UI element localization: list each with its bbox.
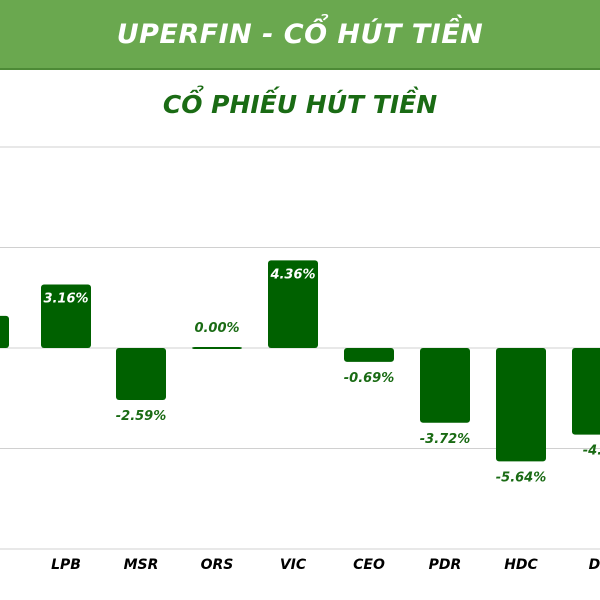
x-tick-label-hdc: HDC	[504, 557, 538, 573]
header-title: UPERFIN - CỔ HÚT TIỀN	[116, 18, 484, 50]
x-tick-label-di: DI	[589, 557, 600, 573]
data-label-ceo: -0.69%	[344, 371, 395, 386]
data-label-hdc: -5.64%	[496, 470, 547, 485]
x-tick-label-pdr: PDR	[429, 557, 462, 573]
bar-hdc	[496, 348, 546, 462]
data-label-vic: 4.36%	[269, 267, 315, 282]
data-label-pdr: -3.72%	[420, 432, 471, 447]
header-banner: UPERFIN - CỔ HÚT TIỀN	[0, 0, 600, 70]
chart-title: CỔ PHIẾU HÚT TIỀN	[162, 90, 438, 119]
bar-lpb	[41, 284, 91, 348]
data-label-lpb: 3.16%	[43, 291, 88, 306]
x-tick-label-msr: MSR	[124, 557, 159, 573]
chart-area: %E3.16%LPB-2.59%MSR0.00%ORS4.36%VIC-0.69…	[0, 72, 600, 600]
bar-ceo	[344, 348, 394, 362]
x-tick-label-ceo: CEO	[353, 557, 385, 573]
data-label-msr: -2.59%	[116, 409, 167, 424]
x-tick-label-vic: VIC	[280, 557, 307, 573]
x-tick-label-ors: ORS	[201, 557, 234, 573]
data-label-di: -4.3	[583, 444, 600, 459]
bar-chart: %E3.16%LPB-2.59%MSR0.00%ORS4.36%VIC-0.69…	[0, 146, 600, 573]
bar-pdr	[420, 348, 470, 423]
bar-e	[0, 315, 9, 348]
bar-di	[572, 348, 600, 435]
bar-ors	[192, 347, 242, 349]
x-tick-label-lpb: LPB	[51, 557, 81, 573]
data-label-ors: 0.00%	[194, 321, 239, 336]
bar-vic	[268, 260, 318, 348]
bar-msr	[116, 348, 166, 401]
